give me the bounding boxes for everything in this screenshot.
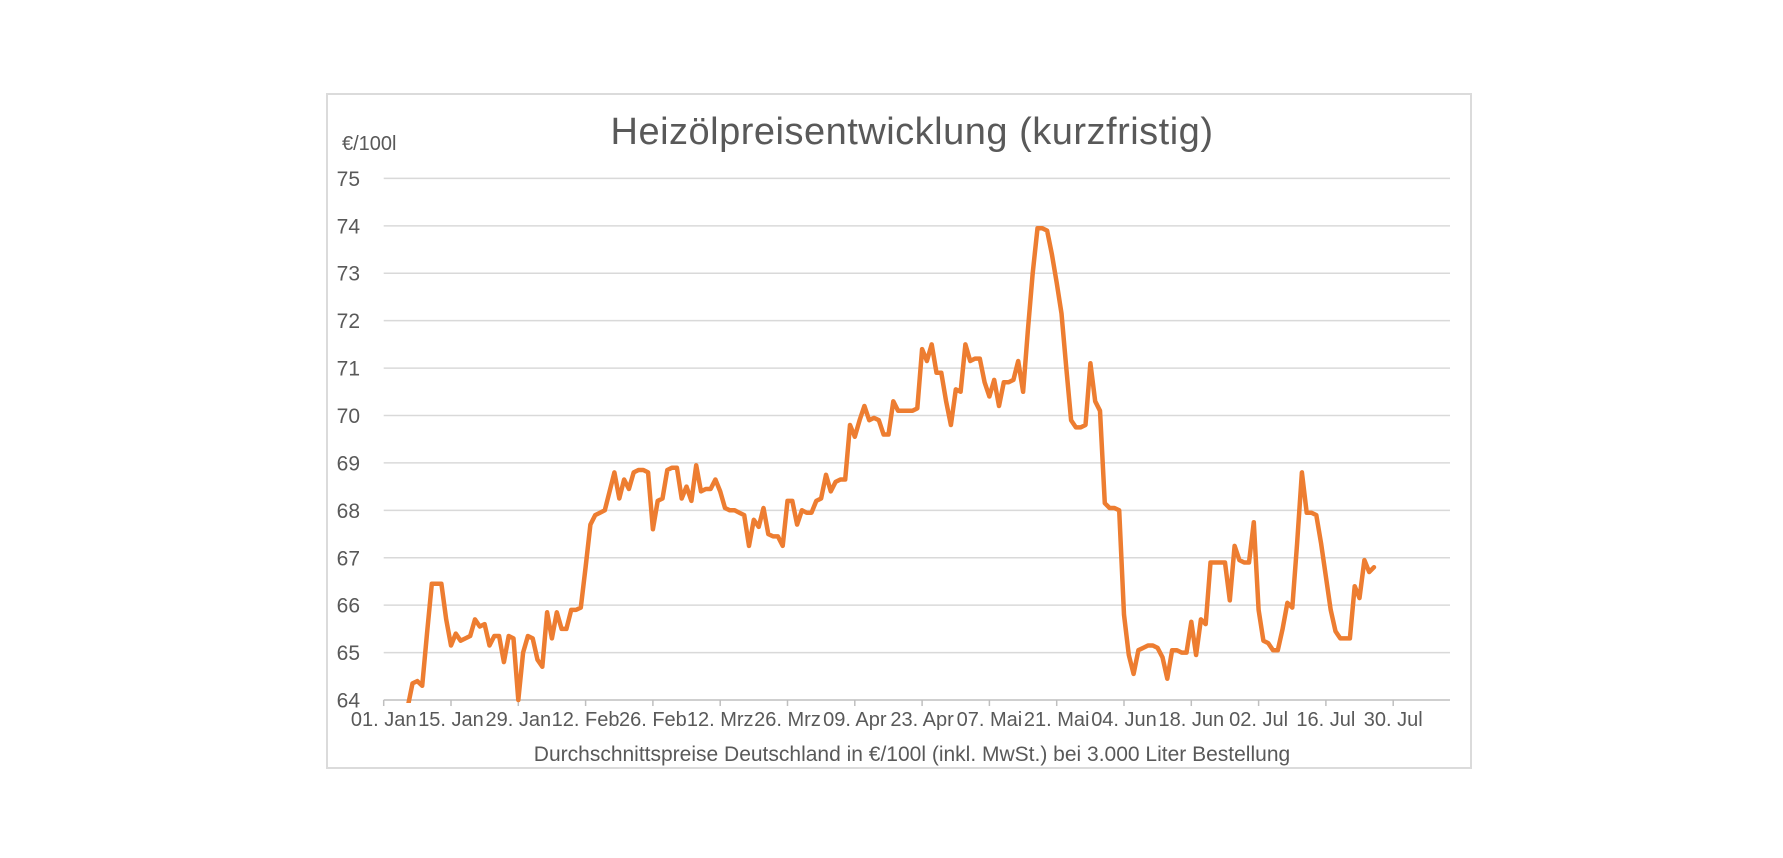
x-tick-label: 30. Jul <box>1364 709 1423 731</box>
x-tick-label: 26. Feb <box>619 709 687 731</box>
axis-ticks-layer <box>382 700 1394 707</box>
x-tick-label: 16. Jul <box>1296 709 1355 731</box>
y-tick-label-70: 70 <box>337 405 360 428</box>
x-tick-label: 09. Apr <box>823 709 887 731</box>
y-tick-label-67: 67 <box>337 547 360 570</box>
x-tick-label: 26. Mrz <box>754 709 821 731</box>
chart-card: Heizölpreisentwicklung (kurzfristig) €/1… <box>326 93 1472 769</box>
y-tick-label-73: 73 <box>337 263 360 286</box>
y-tick-label-74: 74 <box>337 215 361 238</box>
x-tick-label: 29. Jan <box>485 709 551 731</box>
gridlines-layer <box>383 177 1450 701</box>
x-tick-label: 02. Jul <box>1229 709 1288 731</box>
x-tick-label: 04. Jun <box>1091 709 1157 731</box>
y-tick-label-75: 75 <box>337 168 360 191</box>
y-tick-label-64: 64 <box>337 690 361 713</box>
x-tick-label: 12. Feb <box>552 709 620 731</box>
x-tick-label: 23. Apr <box>890 709 954 731</box>
plot-area: 64 65 66 67 68 69 70 71 72 73 74 75 01. Jan 15. Jan 29… <box>337 168 1450 731</box>
series-layer <box>406 225 1377 703</box>
x-tick-label: 18. Jun <box>1158 709 1224 731</box>
x-tick-label: 21. Mai <box>1024 709 1090 731</box>
y-tick-label-65: 65 <box>337 642 360 665</box>
chart-title: Heizölpreisentwicklung (kurzfristig) <box>610 111 1214 153</box>
x-tick-label: 07. Mai <box>957 709 1023 731</box>
y-tick-label-71: 71 <box>337 358 360 381</box>
x-tick-label: 15. Jan <box>418 709 484 731</box>
price-line-series <box>406 225 1377 703</box>
y-tick-label-68: 68 <box>337 500 360 523</box>
chart-caption: Durchschnittspreise Deutschland in €/100… <box>533 743 1291 766</box>
y-axis-unit-label: €/100l <box>342 133 397 155</box>
x-tick-label: 12. Mrz <box>687 709 754 731</box>
y-tick-label-69: 69 <box>337 452 360 475</box>
axis-labels-layer: 64 65 66 67 68 69 70 71 72 73 74 75 01. Jan 15. Jan 29… <box>337 168 1423 731</box>
y-tick-label-66: 66 <box>337 595 360 618</box>
y-tick-label-72: 72 <box>337 310 360 333</box>
x-tick-label: 01. Jan <box>351 709 417 731</box>
